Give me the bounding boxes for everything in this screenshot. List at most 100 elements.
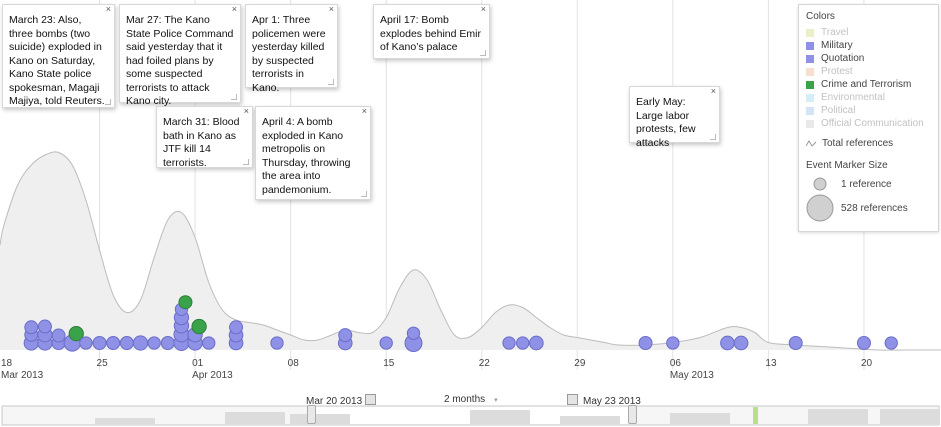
annotation-text: March 23: Also, three bombs (two suicide… — [9, 14, 105, 107]
chevron-down-icon: ▾ — [494, 397, 498, 404]
annotation-note-early-may[interactable]: × Early May: Large labor protests, few a… — [629, 86, 720, 149]
overview-strip[interactable] — [1, 405, 940, 426]
overview-density-bar — [470, 410, 530, 424]
event-marker — [733, 335, 749, 351]
range-end-label: May 23 2013 — [583, 396, 641, 407]
annotation-note-mar27[interactable]: × Mar 27: The Kano State Police Command … — [119, 4, 241, 107]
legend-label: Protest — [821, 66, 853, 77]
marker-size-small-label: 1 reference — [841, 179, 892, 190]
legend-label: Official Communication — [821, 118, 924, 129]
resize-grip-icon[interactable] — [231, 94, 237, 100]
legend-label: Total references — [822, 138, 894, 149]
range-period-select[interactable]: 2 months ▾ — [444, 394, 498, 405]
annotation-note-apr1[interactable]: × Apr 1: Three policemen were yesterday … — [245, 4, 338, 94]
range-start-handle[interactable] — [307, 405, 316, 424]
range-end-handle[interactable] — [628, 405, 637, 424]
total-references-line-icon — [806, 139, 816, 147]
event-marker — [338, 328, 353, 343]
resize-grip-icon[interactable] — [480, 50, 486, 56]
legend-label: Political — [821, 105, 856, 116]
legend-label: Travel — [821, 27, 849, 38]
event-marker — [529, 335, 544, 351]
calendar-icon[interactable] — [567, 394, 578, 405]
close-icon[interactable]: × — [231, 4, 237, 14]
legend-swatch — [806, 106, 814, 115]
event-marker — [406, 326, 421, 340]
event-marker — [51, 328, 66, 343]
event-marker — [191, 318, 207, 335]
legend-label: Military — [821, 40, 853, 51]
event-marker — [270, 336, 284, 350]
event-marker — [119, 336, 134, 350]
resize-grip-icon[interactable] — [328, 79, 334, 85]
event-marker — [178, 295, 193, 310]
marker-size-large-label: 528 references — [841, 203, 908, 214]
x-tick-day-label: 13 — [765, 358, 777, 369]
marker-size-title: Event Marker Size — [806, 160, 888, 171]
annotation-note-mar23[interactable]: × March 23: Also, three bombs (two suici… — [2, 4, 115, 108]
x-tick-day-label: 20 — [861, 358, 873, 369]
overview-highlight-marker — [753, 407, 758, 424]
close-icon[interactable]: × — [480, 4, 486, 14]
legend-item-travel[interactable]: Travel — [806, 26, 848, 39]
event-marker — [79, 336, 93, 350]
annotation-text: March 31: Blood bath in Kano as JTF kill… — [163, 116, 240, 169]
overview-density-bar — [560, 416, 620, 424]
range-start-date[interactable]: Mar 20 2013 — [306, 394, 377, 407]
event-marker — [379, 336, 393, 350]
event-marker — [37, 319, 52, 334]
resize-grip-icon[interactable] — [361, 191, 367, 197]
annotation-note-apr17[interactable]: × April 17: Bomb explodes behind Emir of… — [373, 4, 490, 59]
x-tick-day-label: 08 — [288, 358, 300, 369]
event-marker — [502, 336, 516, 350]
annotation-note-apr4[interactable]: × April 4: A bomb exploded in Kano metro… — [255, 106, 371, 200]
range-end-date[interactable]: May 23 2013 — [567, 394, 641, 407]
calendar-icon[interactable] — [365, 394, 377, 405]
legend-item-environmental[interactable]: Environmental — [806, 91, 885, 104]
event-marker — [229, 320, 244, 335]
legend-item-political[interactable]: Political — [806, 104, 855, 117]
annotation-text: April 4: A bomb exploded in Kano metropo… — [262, 116, 351, 196]
resize-grip-icon[interactable] — [105, 99, 111, 105]
close-icon[interactable]: × — [328, 4, 334, 14]
close-icon[interactable]: × — [361, 106, 367, 116]
legend-label: Quotation — [821, 53, 865, 64]
legend-item-quotation[interactable]: Quotation — [806, 52, 864, 65]
legend-swatch — [806, 67, 814, 76]
annotation-note-mar31[interactable]: × March 31: Blood bath in Kano as JTF ki… — [156, 106, 253, 169]
marker-size-small-circle — [813, 177, 827, 191]
overview-density-bar — [290, 414, 350, 424]
event-marker — [92, 336, 107, 350]
resize-grip-icon[interactable] — [243, 159, 249, 165]
event-marker — [147, 336, 161, 350]
overview-density-bar — [670, 413, 730, 424]
close-icon[interactable]: × — [243, 106, 249, 116]
annotation-text: Early May: Large labor protests, few att… — [636, 96, 696, 149]
event-marker — [516, 336, 530, 350]
legend-swatch — [806, 41, 814, 50]
marker-size-large-circle — [806, 194, 834, 222]
x-tick-month-label: Mar 2013 — [1, 370, 44, 381]
legend-panel: Colors Travel Military Quotation Protest… — [798, 4, 939, 232]
event-marker — [638, 336, 653, 350]
event-marker — [160, 336, 175, 350]
legend-title: Colors — [806, 11, 835, 22]
close-icon[interactable]: × — [710, 86, 716, 96]
x-tick-day-label: 01 — [192, 358, 204, 369]
legend-item-protest[interactable]: Protest — [806, 65, 853, 78]
legend-item-military[interactable]: Military — [806, 39, 853, 52]
x-tick-day-label: 25 — [97, 358, 109, 369]
legend-item-crime-terrorism[interactable]: Crime and Terrorism — [806, 78, 911, 91]
legend-label: Environmental — [821, 92, 885, 103]
event-marker — [132, 335, 149, 351]
event-marker — [720, 335, 735, 351]
annotation-text: Apr 1: Three policemen were yesterday ki… — [252, 14, 326, 94]
legend-swatch — [806, 54, 814, 63]
close-icon[interactable]: × — [105, 4, 111, 14]
resize-grip-icon[interactable] — [710, 134, 716, 140]
event-marker — [856, 336, 871, 350]
legend-item-total-references[interactable]: Total references — [806, 137, 893, 150]
legend-item-official-communication[interactable]: Official Communication — [806, 117, 924, 130]
x-tick-day-label: 22 — [479, 358, 491, 369]
